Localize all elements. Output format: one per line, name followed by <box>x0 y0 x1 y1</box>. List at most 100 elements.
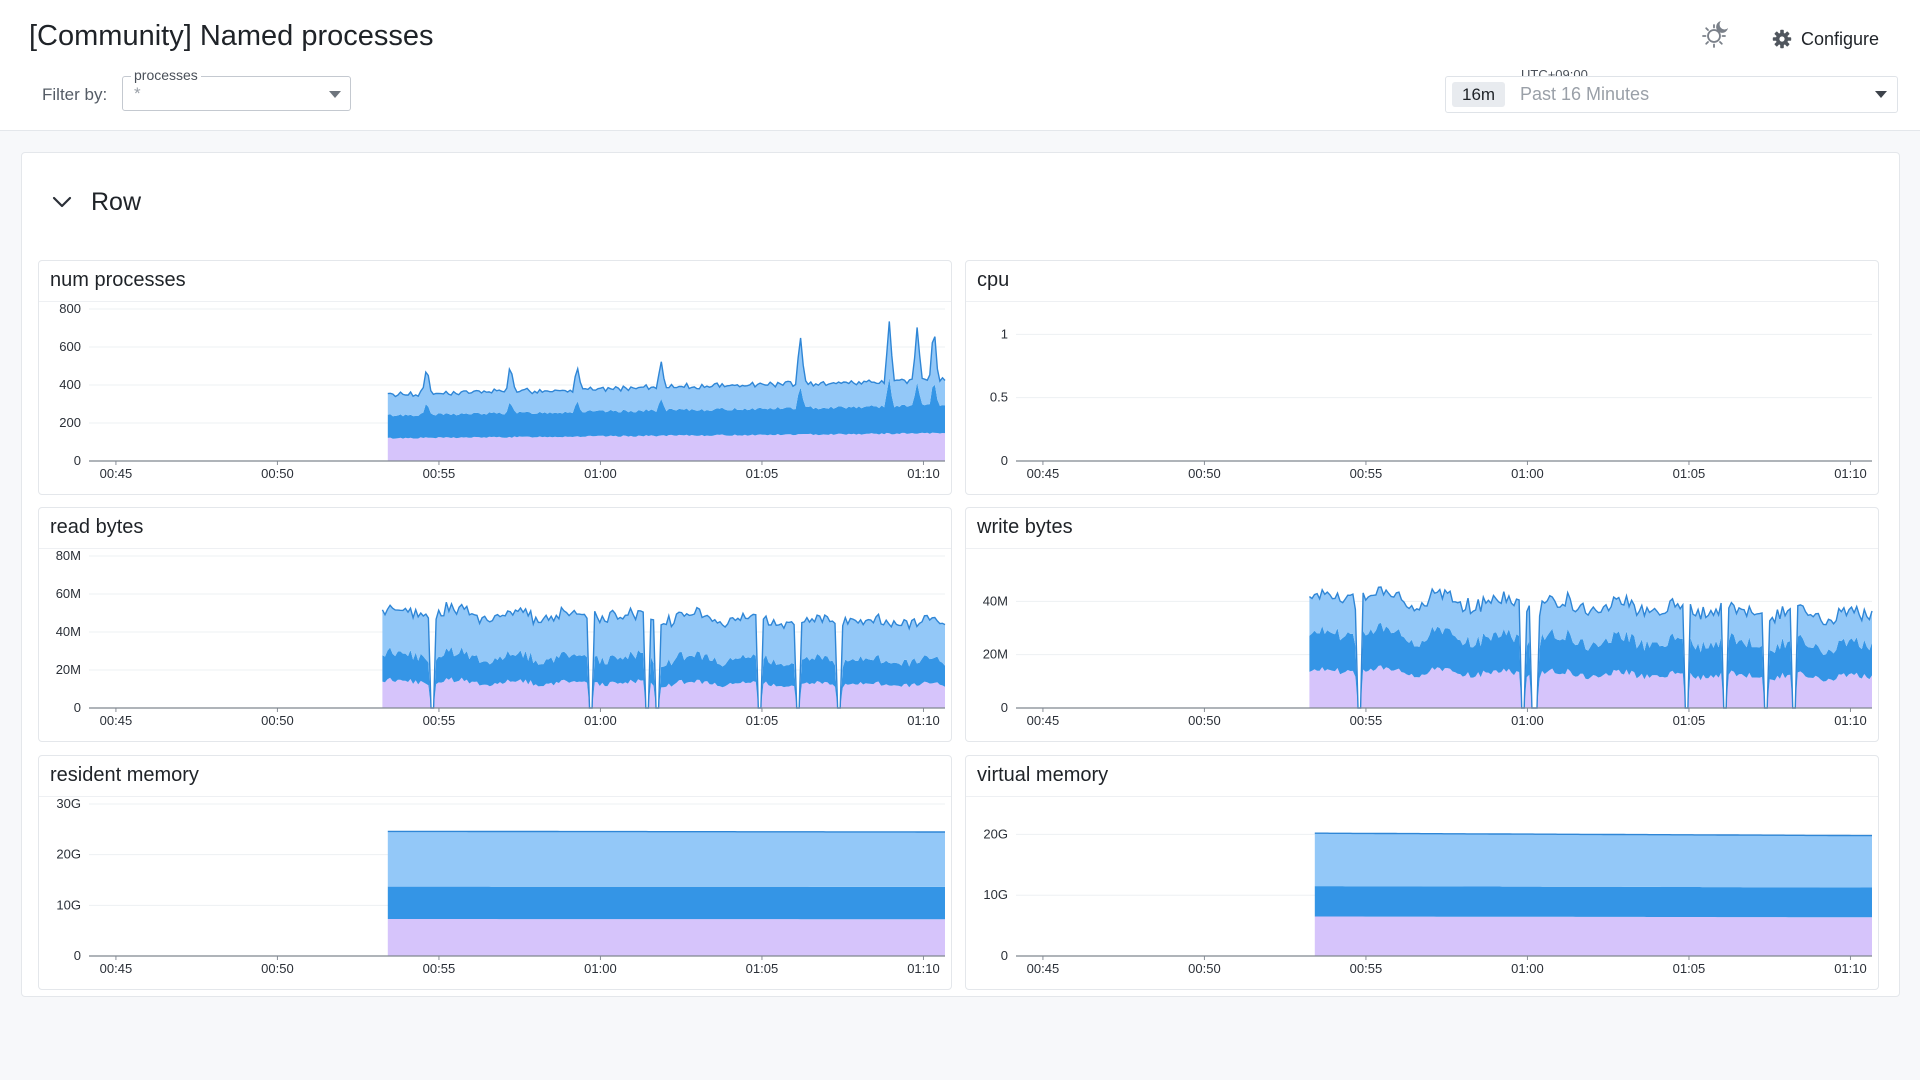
series-area-top <box>382 602 945 708</box>
x-tick-label: 01:10 <box>1834 713 1867 728</box>
panel-read-bytes[interactable]: read bytes 0 20M 40M 60M 80M 00:45 00:50 00:55 0… <box>38 507 952 742</box>
processes-filter-legend: processes <box>131 66 201 84</box>
x-tick-label: 01:05 <box>1673 466 1706 481</box>
x-tick-label: 01:05 <box>1673 961 1706 976</box>
y-tick-label: 400 <box>59 377 81 392</box>
time-range-label: Past 16 Minutes <box>1520 84 1650 104</box>
x-tick-label: 01:10 <box>1834 961 1867 976</box>
panel-divider <box>39 796 951 797</box>
series-area-top <box>387 831 945 887</box>
y-tick-label: 0 <box>1001 453 1008 468</box>
x-tick-label: 00:45 <box>100 466 133 481</box>
time-range-picker[interactable]: 16m Past 16 Minutes <box>1445 76 1898 113</box>
x-tick-label: 00:50 <box>1188 713 1221 728</box>
x-tick-label: 00:55 <box>423 713 456 728</box>
x-tick-label: 00:45 <box>100 713 133 728</box>
x-tick-label: 00:55 <box>423 961 456 976</box>
configure-button[interactable]: Configure <box>1772 24 1879 54</box>
x-tick-label: 01:10 <box>907 713 940 728</box>
series-line <box>381 601 946 709</box>
row-collapse-toggle[interactable] <box>50 190 74 214</box>
panel-divider <box>966 548 1878 549</box>
num-processes-chart: 0 200 400 600 800 00:45 00:50 00:55 01:00 01:05 01… <box>59 301 946 481</box>
panel-title: virtual memory <box>977 764 1109 786</box>
x-tick-label: 01:05 <box>746 713 779 728</box>
x-tick-label: 00:50 <box>1188 961 1221 976</box>
panel-title: num processes <box>50 269 186 291</box>
theme-toggle-button[interactable] <box>1701 18 1731 50</box>
y-tick-label: 60M <box>56 586 81 601</box>
panel-title: resident memory <box>50 764 199 786</box>
x-tick-label: 01:05 <box>1673 713 1706 728</box>
panel-num-processes[interactable]: num processes 0 200 400 600 800 00:45 00:50 00:… <box>38 260 952 495</box>
panel-cpu[interactable]: cpu 0 0.5 1 00:45 00:50 00:55 01:00 01:05 01:10 <box>965 260 1879 495</box>
x-tick-label: 00:50 <box>261 961 294 976</box>
series-area-top <box>1309 587 1872 708</box>
series-line <box>387 321 946 398</box>
panel-divider <box>39 301 951 302</box>
x-tick-label: 00:55 <box>1350 961 1383 976</box>
series-area-middle <box>1309 622 1872 708</box>
y-tick-label: 20M <box>983 647 1008 662</box>
panel-divider <box>966 796 1878 797</box>
y-tick-label: 0 <box>1001 700 1008 715</box>
panel-title: write bytes <box>977 516 1073 538</box>
x-tick-label: 00:50 <box>1188 466 1221 481</box>
x-tick-label: 01:00 <box>1511 466 1544 481</box>
x-tick-label: 00:50 <box>261 466 294 481</box>
x-tick-label: 00:45 <box>1027 713 1060 728</box>
y-tick-label: 600 <box>59 339 81 354</box>
series-line <box>387 830 945 833</box>
write-bytes-chart: 0 20M 40M 00:45 00:50 00:55 01:00 01:05 01:10 <box>983 586 1873 728</box>
y-tick-label: 40M <box>983 593 1008 608</box>
panel-divider <box>39 548 951 549</box>
x-tick-label: 01:00 <box>584 466 617 481</box>
x-tick-label: 00:55 <box>1350 466 1383 481</box>
series-area-bottom <box>1314 916 1872 956</box>
chevron-down-icon <box>1875 91 1887 98</box>
series-line <box>1308 586 1873 709</box>
series-area-bottom <box>1309 665 1872 708</box>
series-area-top <box>1314 833 1872 888</box>
page-title: [Community] Named processes <box>29 20 434 52</box>
panel-resident-memory[interactable]: resident memory 0 10G 20G 30G 00:45 00:50 00:5… <box>38 755 952 990</box>
x-tick-label: 00:45 <box>1027 466 1060 481</box>
row-title: Row <box>91 188 142 216</box>
cpu-chart: 0 0.5 1 00:45 00:50 00:55 01:00 01:05 01:10 <box>990 326 1872 481</box>
x-tick-label: 00:55 <box>423 466 456 481</box>
series-area-middle <box>1314 886 1872 918</box>
x-tick-label: 00:45 <box>1027 961 1060 976</box>
panel-title: read bytes <box>50 516 144 538</box>
x-tick-label: 00:45 <box>100 961 133 976</box>
x-tick-label: 00:55 <box>1350 713 1383 728</box>
y-tick-label: 30G <box>56 796 81 811</box>
time-range-badge: 16m <box>1452 82 1506 107</box>
y-tick-label: 20M <box>56 662 81 677</box>
x-tick-label: 01:00 <box>1511 961 1544 976</box>
panel-divider <box>966 301 1878 302</box>
x-tick-label: 01:10 <box>907 466 940 481</box>
series-area-middle <box>387 378 945 439</box>
series-area-bottom <box>387 432 945 461</box>
y-tick-label: 0 <box>74 700 81 715</box>
filter-label: Filter by: <box>42 85 108 104</box>
y-tick-label: 20G <box>983 826 1008 841</box>
resident-memory-chart: 0 10G 20G 30G 00:45 00:50 00:55 01:00 01:05 01:10 <box>56 796 945 976</box>
y-tick-label: 0.5 <box>990 390 1008 405</box>
panel-write-bytes[interactable]: write bytes 0 20M 40M 00:45 00:50 00:55 01:00 0… <box>965 507 1879 742</box>
processes-filter-select[interactable]: processes * <box>122 66 351 111</box>
panel-virtual-memory[interactable]: virtual memory 0 10G 20G 00:45 00:50 00:55 01:… <box>965 755 1879 990</box>
y-tick-label: 200 <box>59 415 81 430</box>
dashboard-header: [Community] Named processes Filter by: p… <box>0 0 1920 131</box>
series-area-top <box>387 321 945 417</box>
y-tick-label: 40M <box>56 624 81 639</box>
gear-icon <box>1772 29 1792 49</box>
series-area-middle <box>387 886 945 920</box>
configure-label: Configure <box>1801 28 1880 49</box>
x-tick-label: 01:10 <box>1834 466 1867 481</box>
x-tick-label: 01:05 <box>746 961 779 976</box>
series-area-bottom <box>387 919 945 956</box>
panel-title: cpu <box>977 269 1010 291</box>
chevron-down-icon <box>52 196 72 208</box>
y-tick-label: 80M <box>56 548 81 563</box>
